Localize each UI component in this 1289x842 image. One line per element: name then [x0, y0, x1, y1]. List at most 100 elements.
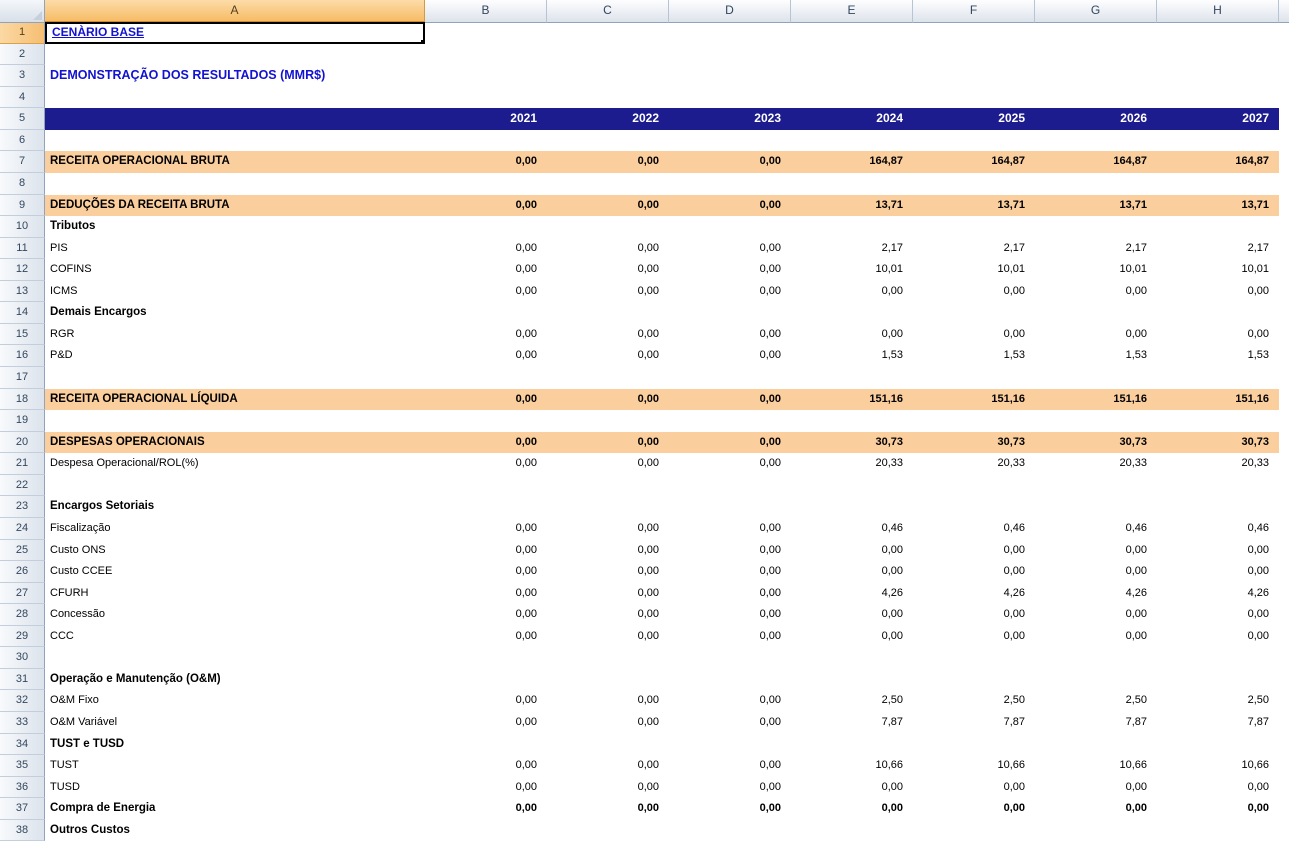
- cell-D28[interactable]: 0,00: [759, 608, 781, 621]
- cell-F19[interactable]: [913, 410, 1035, 432]
- cell-F9[interactable]: 13,71: [913, 194, 1035, 217]
- cell-H13[interactable]: 0,00: [1247, 284, 1269, 297]
- cell-G6[interactable]: [1035, 130, 1157, 152]
- cell-E12[interactable]: 10,01: [875, 263, 903, 276]
- cell-D26[interactable]: 0,00: [759, 565, 781, 578]
- cell-D5[interactable]: 2023: [669, 108, 791, 130]
- cell-C1[interactable]: [547, 22, 669, 44]
- cell-C17[interactable]: [547, 367, 669, 389]
- cell-C37[interactable]: 0,00: [637, 802, 659, 815]
- cell-E6[interactable]: [791, 130, 913, 152]
- cell-B6[interactable]: [425, 130, 547, 152]
- cell-B25[interactable]: 0,00: [515, 543, 537, 556]
- cell-D15[interactable]: 0,00: [759, 327, 781, 340]
- cell-H33[interactable]: 7,87: [1247, 716, 1269, 728]
- cell-H21[interactable]: 20,33: [1241, 457, 1269, 470]
- cell-B38[interactable]: [425, 820, 547, 842]
- cell-E30[interactable]: [791, 647, 913, 669]
- cell-C5[interactable]: 2022: [547, 108, 669, 130]
- cell-D33[interactable]: 0,00: [759, 716, 781, 728]
- cell-H11[interactable]: 2,17: [1247, 241, 1269, 254]
- cell-H14[interactable]: [1157, 302, 1279, 324]
- cell-A31[interactable]: Operação e Manutenção (O&M): [50, 672, 221, 685]
- cell-E15[interactable]: 0,00: [881, 327, 903, 340]
- cell-A5[interactable]: [45, 108, 425, 130]
- cell-F15[interactable]: 0,00: [1003, 327, 1025, 340]
- row-header-1[interactable]: 1: [0, 22, 45, 44]
- cell-G26[interactable]: 0,00: [1125, 565, 1147, 578]
- cell-D1[interactable]: [669, 22, 791, 44]
- cell-H29[interactable]: 0,00: [1247, 629, 1269, 642]
- row-header-26[interactable]: 26: [0, 561, 45, 583]
- cell-H26[interactable]: 0,00: [1247, 565, 1269, 578]
- cell-B28[interactable]: 0,00: [515, 608, 537, 621]
- cell-E8[interactable]: [791, 173, 913, 195]
- cell-F23[interactable]: [913, 496, 1035, 518]
- cell-A27[interactable]: CFURH: [50, 586, 89, 599]
- row-header-17[interactable]: 17: [0, 367, 45, 389]
- cell-G24[interactable]: 0,46: [1125, 521, 1147, 534]
- cell-H12[interactable]: 10,01: [1241, 263, 1269, 276]
- cell-G14[interactable]: [1035, 302, 1157, 324]
- row-header-21[interactable]: 21: [0, 453, 45, 475]
- cell-C23[interactable]: [547, 496, 669, 518]
- cell-G9[interactable]: 13,71: [1035, 194, 1157, 217]
- cell-G18[interactable]: 151,16: [1035, 388, 1157, 411]
- cell-F3[interactable]: [913, 65, 1035, 87]
- cell-F35[interactable]: 10,66: [997, 759, 1025, 772]
- cell-C4[interactable]: [547, 87, 669, 109]
- cell-F4[interactable]: [913, 87, 1035, 109]
- cell-F25[interactable]: 0,00: [1003, 543, 1025, 556]
- cell-B3[interactable]: [425, 65, 547, 87]
- cell-E19[interactable]: [791, 410, 913, 432]
- cell-G38[interactable]: [1035, 820, 1157, 842]
- row-header-5[interactable]: 5: [0, 108, 45, 130]
- cell-A19[interactable]: [45, 410, 425, 432]
- cell-H37[interactable]: 0,00: [1247, 802, 1269, 815]
- cell-H1[interactable]: [1157, 22, 1279, 44]
- cell-E33[interactable]: 7,87: [881, 716, 903, 728]
- cell-F16[interactable]: 1,53: [1003, 349, 1025, 362]
- cell-E2[interactable]: [791, 44, 913, 66]
- cell-D16[interactable]: 0,00: [759, 349, 781, 362]
- cell-C30[interactable]: [547, 647, 669, 669]
- cell-G17[interactable]: [1035, 367, 1157, 389]
- cell-D10[interactable]: [669, 216, 791, 238]
- cell-C16[interactable]: 0,00: [637, 349, 659, 362]
- cell-F10[interactable]: [913, 216, 1035, 238]
- cell-G8[interactable]: [1035, 173, 1157, 195]
- cell-C14[interactable]: [547, 302, 669, 324]
- cell-F6[interactable]: [913, 130, 1035, 152]
- cell-B10[interactable]: [425, 216, 547, 238]
- column-header-E[interactable]: E: [791, 0, 913, 23]
- cell-E38[interactable]: [791, 820, 913, 842]
- cell-C22[interactable]: [547, 475, 669, 497]
- cell-G13[interactable]: 0,00: [1125, 284, 1147, 297]
- cell-H17[interactable]: [1157, 367, 1279, 389]
- cell-G30[interactable]: [1035, 647, 1157, 669]
- cell-B27[interactable]: 0,00: [515, 586, 537, 599]
- cell-C2[interactable]: [547, 44, 669, 66]
- row-header-7[interactable]: 7: [0, 151, 45, 173]
- cell-B31[interactable]: [425, 669, 547, 691]
- cell-A14[interactable]: Demais Encargos: [50, 306, 147, 319]
- cell-F32[interactable]: 2,50: [1003, 694, 1025, 707]
- cell-A22[interactable]: [45, 475, 425, 497]
- cell-D20[interactable]: 0,00: [669, 431, 791, 454]
- cell-H34[interactable]: [1157, 734, 1279, 756]
- cell-D21[interactable]: 0,00: [759, 457, 781, 470]
- cell-G37[interactable]: 0,00: [1125, 802, 1147, 815]
- row-header-11[interactable]: 11: [0, 237, 45, 260]
- column-header-F[interactable]: F: [913, 0, 1035, 23]
- cell-C24[interactable]: 0,00: [637, 521, 659, 534]
- cell-F8[interactable]: [913, 173, 1035, 195]
- cell-A4[interactable]: [45, 87, 425, 109]
- cell-A28[interactable]: Concessão: [50, 608, 106, 621]
- cell-B2[interactable]: [425, 44, 547, 66]
- cell-E26[interactable]: 0,00: [881, 565, 903, 578]
- cell-A29[interactable]: CCC: [50, 629, 74, 642]
- cell-F5[interactable]: 2025: [913, 108, 1035, 130]
- cell-E22[interactable]: [791, 475, 913, 497]
- select-all-corner[interactable]: [0, 0, 45, 23]
- cell-A12[interactable]: COFINS: [50, 263, 92, 276]
